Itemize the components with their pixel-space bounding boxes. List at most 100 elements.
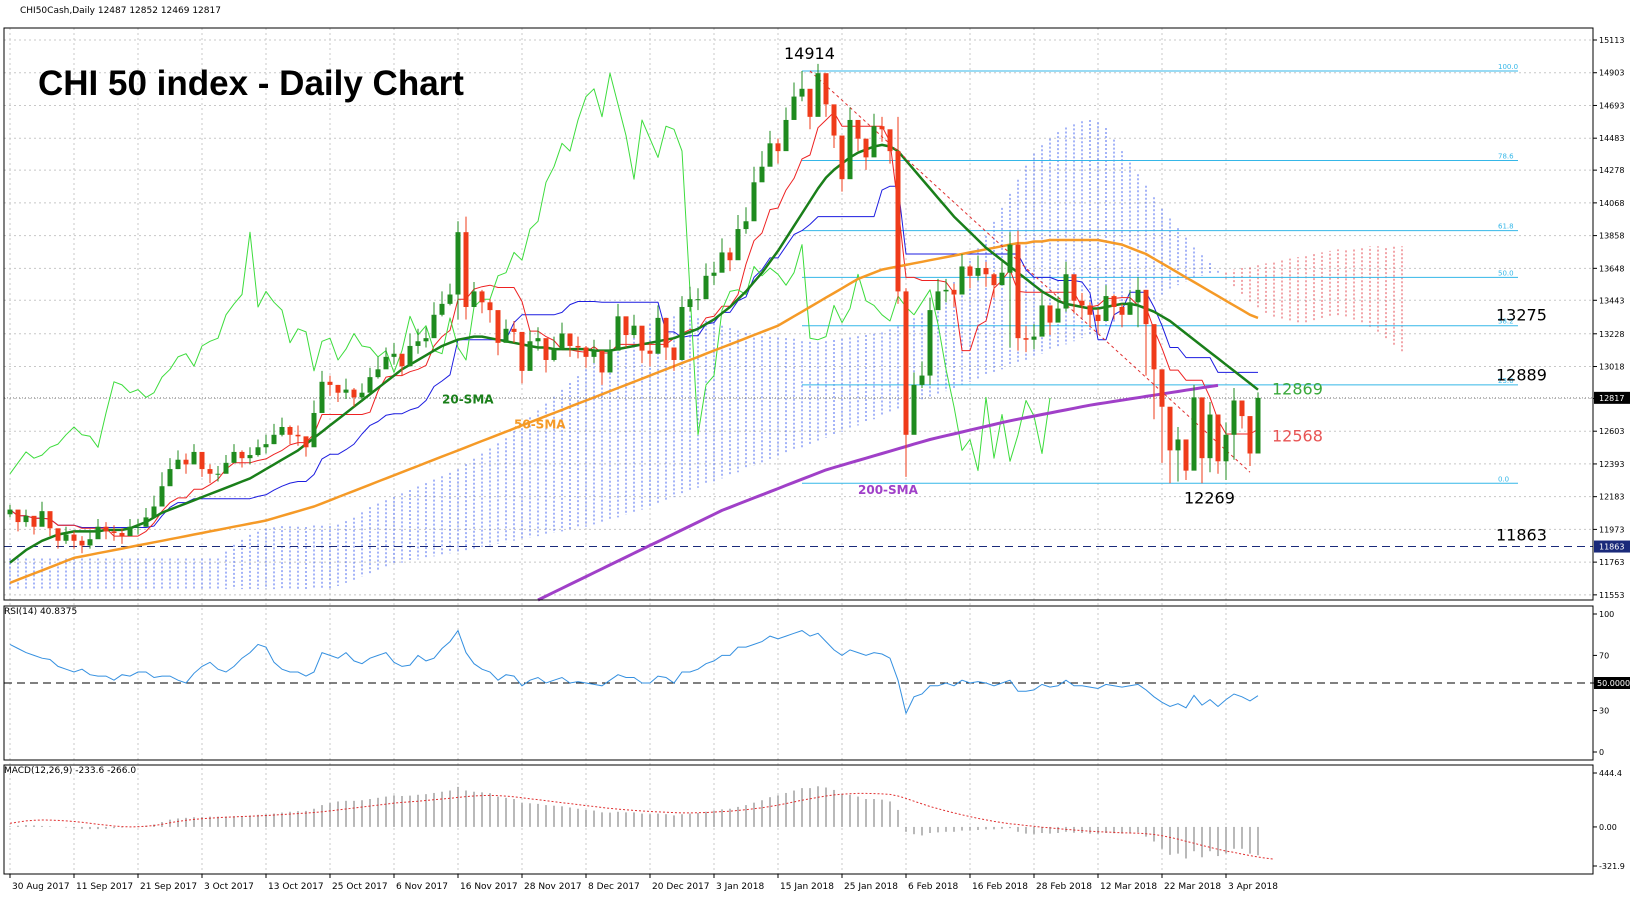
candle-body [623,316,629,336]
candle-body [599,350,605,373]
annotation-label: 12889 [1496,366,1547,385]
y-tick-label: 14278 [1599,166,1624,175]
y-tick-label: 12393 [1599,460,1624,469]
annotation-label: 12269 [1184,488,1235,507]
candle-body [759,166,765,183]
fib-level-label: 100.0 [1498,63,1518,71]
candle-body [47,511,53,529]
x-tick-label: 13 Oct 2017 [268,882,324,892]
candle-body [479,291,485,303]
rsi-tick-label: 0 [1599,748,1604,757]
candle-body [991,274,997,286]
candle-body [871,126,877,158]
x-tick-label: 20 Dec 2017 [652,882,710,892]
annotation-label: 11863 [1496,526,1547,545]
candle-body [679,306,685,360]
candle-body [687,299,693,307]
candle-body [1031,336,1037,340]
candle-body [367,377,373,393]
candle-body [167,469,173,487]
candle-body [839,135,845,180]
y-tick-label: 13648 [1599,264,1624,273]
candle-body [1159,369,1165,407]
candle-body [807,88,813,117]
candle-body [855,119,861,139]
y-tick-label: 11763 [1599,558,1624,567]
candle-body [1127,302,1133,315]
x-tick-label: 22 Mar 2018 [1164,882,1221,892]
macd-tick-label: 0.00 [1599,823,1617,832]
annotation-layer: 14914 13275 12889 12869 12568 12269 11863 20-SM… [442,44,1547,545]
x-tick-label: 8 Dec 2017 [588,882,640,892]
y-tick-label: 13858 [1599,232,1624,241]
y-tick-label: 11553 [1599,591,1624,600]
candle-body [199,451,205,470]
candle-body [831,104,837,136]
x-tick-label: 3 Jan 2018 [716,882,764,892]
candle-body [463,232,469,307]
candle-body [1255,397,1261,454]
candle-body [127,526,133,537]
candle-body [895,151,901,292]
candle-body [247,455,253,459]
candle-body [175,459,181,470]
annotation-label: 50-SMA [514,418,566,432]
candle-body [911,384,917,435]
candle-body [439,303,445,315]
candle-body [255,447,261,456]
chart-title: CHI 50 index - Daily Chart [38,64,464,103]
candle-body [863,138,869,158]
y-tick-label: 12183 [1599,493,1624,502]
price-box-label: 12817 [1599,394,1624,403]
candle-body [903,291,909,435]
x-tick-label: 25 Oct 2017 [332,882,388,892]
rsi-panel-layer: 1007050.000030050.0000 [4,610,1630,757]
candle-body [335,384,341,393]
candle-body [999,272,1005,286]
rsi-line [9,629,1259,715]
candle-body [1063,274,1069,309]
candle-body [407,345,413,367]
candle-body [231,451,237,463]
candle-body [1167,406,1173,451]
symbol-header: CHI50Cash,Daily 12487 12852 12469 12817 [20,6,221,16]
macd-tick-label: 444.4 [1599,769,1622,778]
candle-body [327,381,333,385]
candle-body [543,338,549,360]
y-tick-label: 13228 [1599,330,1624,339]
candle-body [751,182,757,222]
candle-body [559,333,565,350]
kijun-sen-line [9,185,1258,528]
candle-body [1199,397,1205,459]
fib-level-label: 50.0 [1498,269,1514,277]
candle-body [15,509,21,523]
y-tick-label: 14068 [1599,199,1624,208]
grid-layer [4,28,1593,874]
candle-body [151,506,157,518]
y-tick-label: 13443 [1599,296,1624,305]
annotation-label: 20-SMA [442,393,494,407]
candle-body [431,314,437,339]
x-tick-label: 28 Feb 2018 [1036,882,1092,892]
candle-body [495,310,501,343]
x-tick-label: 11 Sep 2017 [76,882,133,892]
candle-body [951,289,957,295]
candle-body [191,451,197,465]
candle-body [487,302,493,311]
candle-body [503,328,509,343]
candle-body [511,328,517,332]
candle-body [311,412,317,448]
sma50-line [9,238,1259,585]
candle-body [383,356,389,370]
candle-body [239,451,245,459]
candle-body [359,392,365,398]
candle-body [935,291,941,311]
candle-body [1215,414,1221,462]
candle-body [719,252,725,273]
candle-body [767,143,773,167]
candle-body [95,526,101,540]
candle-body [71,534,77,541]
annotation-label: 13275 [1496,305,1547,324]
candle-body [287,426,293,435]
fib-level-label: 0.0 [1498,475,1509,483]
